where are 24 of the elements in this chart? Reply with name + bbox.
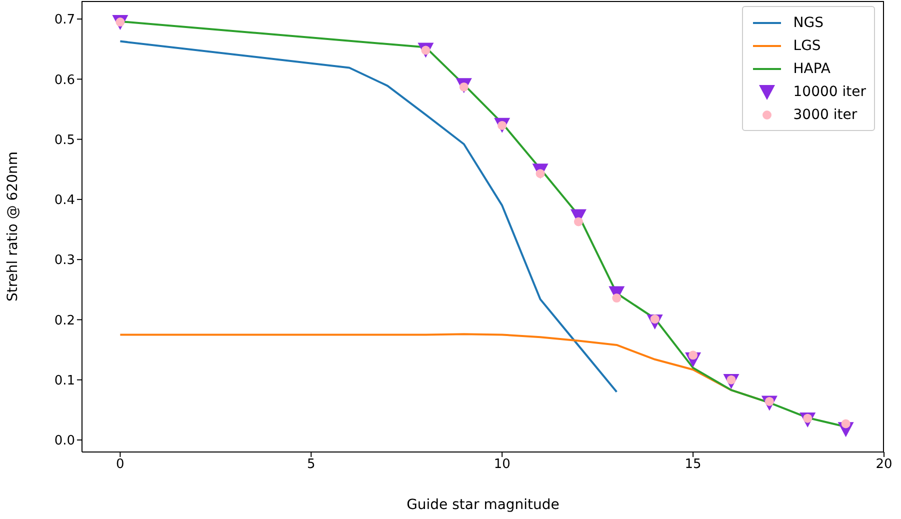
- legend-label: NGS: [793, 14, 824, 30]
- y-tick-label: 0.1: [54, 373, 75, 388]
- legend-label: 3000 iter: [793, 106, 858, 122]
- y-axis-title: Strehl ratio @ 620nm: [4, 151, 21, 302]
- y-tick-label: 0.7: [54, 12, 75, 28]
- x-tick-label: 15: [684, 457, 702, 472]
- x-tick-label: 0: [116, 457, 124, 472]
- line-series: [119, 40, 618, 393]
- x-tick-label: 20: [876, 457, 892, 472]
- y-tick-label: 0.4: [54, 193, 75, 208]
- point: [574, 217, 583, 226]
- point: [612, 294, 622, 303]
- legend-label: HAPA: [793, 60, 830, 76]
- point: [841, 419, 850, 428]
- y-tick-label: 0.2: [54, 313, 75, 328]
- y-tick-label: 0.6: [54, 72, 75, 88]
- x-tick-label: 5: [307, 457, 316, 472]
- legend-label: 10000 iter: [793, 84, 866, 100]
- x-tick-label: 10: [494, 457, 510, 472]
- y-tick-label: 0.3: [54, 253, 75, 268]
- legend-label: LGS: [793, 38, 821, 54]
- y-tick-label: 0.5: [54, 132, 75, 148]
- x-axis-title: Guide star magnitude: [406, 497, 560, 513]
- y-tick-label: 0.0: [54, 434, 75, 449]
